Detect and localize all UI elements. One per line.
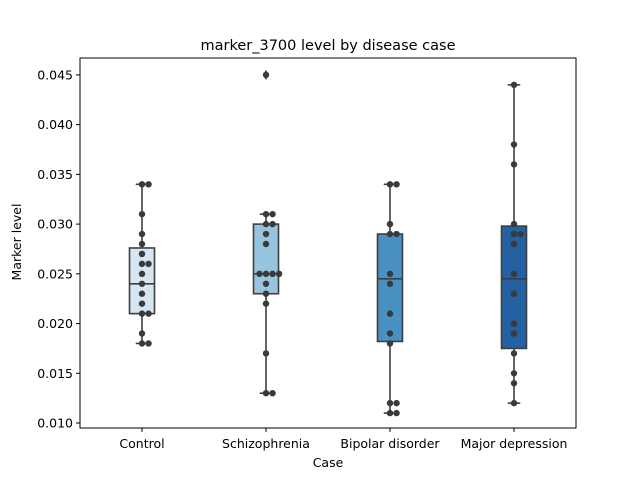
data-point: [138, 230, 146, 238]
data-point: [510, 240, 518, 248]
swarm-points: [256, 71, 283, 397]
data-point: [269, 220, 276, 228]
data-point: [262, 210, 270, 218]
data-point: [145, 310, 152, 317]
y-tick-label: 0.010: [37, 416, 73, 431]
data-point: [386, 409, 394, 417]
data-point: [386, 399, 394, 407]
data-point: [138, 210, 146, 218]
data-point: [386, 220, 394, 228]
x-tick-label: Major depression: [461, 436, 568, 451]
data-point: [269, 270, 276, 278]
data-point: [510, 380, 518, 387]
data-point: [262, 270, 270, 278]
data-point: [262, 280, 270, 287]
y-tick-label: 0.020: [37, 316, 73, 331]
data-point: [256, 270, 263, 278]
data-point: [262, 240, 270, 248]
data-point: [510, 350, 518, 357]
x-tick-label: Bipolar disorder: [340, 436, 440, 451]
data-point: [510, 270, 518, 278]
data-point: [386, 340, 394, 347]
data-point: [269, 210, 276, 218]
data-point: [393, 409, 400, 417]
x-tick-label: Schizophrenia: [222, 436, 310, 451]
box-body: [376, 233, 404, 343]
y-tick-label: 0.035: [37, 167, 73, 182]
data-point: [138, 300, 146, 307]
data-point: [138, 310, 146, 317]
swarm-points: [510, 81, 524, 407]
data-point: [510, 220, 518, 228]
data-point: [510, 330, 518, 337]
data-point: [262, 220, 270, 228]
data-point: [262, 389, 270, 397]
y-tick-label: 0.045: [37, 67, 73, 82]
x-axis-label: Case: [313, 455, 344, 470]
data-point: [262, 350, 270, 357]
data-point: [138, 250, 146, 258]
chart-title: marker_3700 level by disease case: [201, 38, 456, 54]
data-point: [262, 71, 270, 79]
data-point: [262, 300, 270, 307]
data-point: [262, 290, 270, 297]
data-point: [510, 290, 518, 297]
y-axis-label: Marker level: [9, 204, 24, 281]
data-point: [138, 270, 146, 278]
plot-frame: [79, 57, 577, 429]
data-point: [386, 280, 394, 287]
data-point: [510, 370, 518, 377]
plot-area: 0.010 0.015 0.020 0.025 0.030 0.035 0.040 0.045…: [37, 67, 567, 451]
data-point: [510, 81, 518, 89]
data-point: [138, 181, 146, 188]
data-point: [138, 260, 146, 268]
data-point: [145, 260, 152, 268]
data-point: [510, 230, 518, 238]
data-point: [262, 230, 270, 238]
data-point: [138, 340, 146, 347]
y-tick-label: 0.030: [37, 217, 73, 232]
swarm-points: [386, 181, 400, 417]
x-tick-label: Control: [119, 436, 164, 451]
data-point: [393, 181, 400, 188]
data-point: [510, 141, 518, 148]
data-point: [145, 181, 152, 188]
data-point: [138, 290, 146, 297]
data-point: [517, 230, 524, 238]
data-point: [393, 230, 400, 238]
data-point: [138, 280, 146, 287]
data-point: [386, 230, 394, 238]
data-point: [138, 330, 146, 337]
y-tick-label: 0.025: [37, 266, 73, 281]
data-point: [269, 389, 276, 397]
data-point: [275, 270, 283, 278]
data-point: [386, 181, 394, 188]
data-point: [386, 270, 394, 278]
data-point: [393, 399, 400, 407]
data-point: [510, 161, 518, 168]
data-point: [145, 340, 152, 347]
y-tick-label: 0.040: [37, 117, 73, 132]
swarm-points: [138, 181, 152, 347]
data-point: [386, 310, 394, 317]
y-tick-label: 0.015: [37, 366, 73, 381]
data-point: [510, 399, 518, 407]
box-group: [376, 183, 404, 414]
data-point: [386, 330, 394, 337]
data-point: [510, 320, 518, 327]
data-point: [138, 240, 146, 248]
